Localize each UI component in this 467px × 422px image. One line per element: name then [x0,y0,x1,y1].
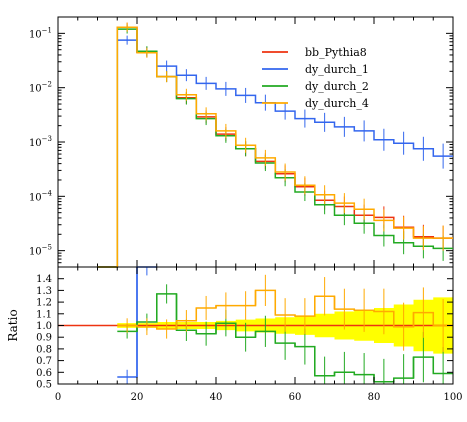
legend-label-dy_durch_2: dy_durch_2 [305,80,369,93]
series-dy_durch_1 [97,35,453,268]
legend-label-dy_durch_4: dy_durch_4 [305,97,369,110]
series-line-dy_durch_1 [97,39,453,268]
ratio-series-dy_durch_2 [117,284,453,384]
ratio-y-tick-label: 0.5 [36,380,52,391]
ratio-y-tick-label: 1.3 [36,286,52,297]
x-tick-label: 80 [368,392,381,403]
ratio-y-tick-label: 1.2 [36,298,52,309]
legend-label-dy_durch_1: dy_durch_1 [305,63,369,76]
x-tick-label: 0 [55,392,61,403]
main-panel: 10−1 10−2 10−3 10−4 10−5 [29,16,454,268]
legend: bb_Pythia8 dy_durch_1 dy_durch_2 dy_durch_4 [262,46,369,110]
y-tick-label: 10−1 [29,26,52,40]
ratio-panel: 0.50.60.70.80.91.01.11.21.31.4 0 20 40 60 80 1… [6,266,463,403]
ratio-y-tick-label: 1.4 [36,274,52,285]
series-line-dy_durch_2 [97,28,453,268]
ratio-y-tick-label: 1.0 [36,321,52,332]
ratio-y-tick-label: 0.9 [36,333,52,344]
series-dy_durch_2 [97,24,453,268]
ratio-series-dy_durch_4 [117,274,453,352]
series-dy_durch_4 [97,22,453,268]
y-tick-label: 10−3 [29,135,52,149]
x-tick-label: 60 [289,392,302,403]
series-line-dy_durch_4 [97,26,453,268]
ratio-y-tick-label: 0.8 [36,344,52,355]
legend-label-bb_Pythia8: bb_Pythia8 [305,46,367,59]
ratio-y-tick-label: 0.7 [36,356,52,367]
ratio-y-tick-label: 1.1 [36,309,52,320]
y-tick-label: 10−2 [29,81,52,95]
x-tick-label: 100 [443,392,462,403]
ratio-axis-title: Ratio [6,309,20,341]
y-tick-label: 10−5 [29,244,52,258]
series-line-bb_Pythia8 [97,26,453,268]
x-tick-label: 20 [131,392,144,403]
x-tick-label: 40 [210,392,223,403]
ratio-y-tick-label: 0.6 [36,368,52,379]
series-bb_Pythia8 [97,22,453,268]
y-tick-label: 10−4 [29,189,53,203]
